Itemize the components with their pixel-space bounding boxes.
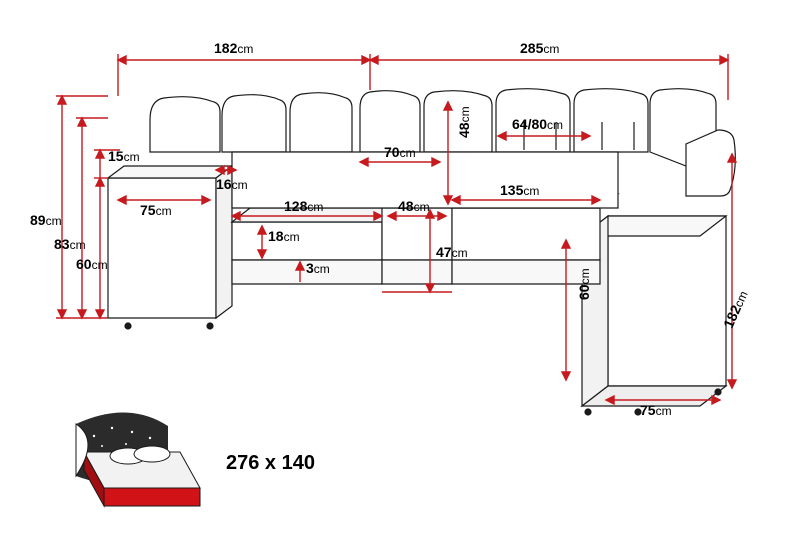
- dim-height-60: 60cm: [76, 256, 108, 272]
- dim-47: 47cm: [436, 244, 468, 260]
- sofa-bed-icon: [76, 412, 200, 506]
- dim-70: 70cm: [384, 144, 416, 160]
- dim-top-left: 182cm: [214, 40, 253, 56]
- sofa-dimension-diagram: [0, 0, 800, 533]
- bed-size-label: 276 x 140: [226, 452, 315, 475]
- dim-135: 135cm: [500, 182, 539, 198]
- dim-height-83: 83cm: [54, 236, 86, 252]
- dim-75-left: 75cm: [140, 202, 172, 218]
- dim-3: 3cm: [306, 260, 330, 276]
- dim-60-right: 60cm: [576, 268, 592, 300]
- dim-75-right: 75cm: [640, 402, 672, 418]
- dim-16: 16cm: [216, 176, 248, 192]
- dim-height-89: 89cm: [30, 212, 62, 228]
- dim-18: 18cm: [268, 228, 300, 244]
- dim-top-right: 285cm: [520, 40, 559, 56]
- dim-6480: 64/80cm: [512, 116, 563, 132]
- dim-128: 128cm: [284, 198, 323, 214]
- dim-48-gap: 48cm: [398, 198, 430, 214]
- dim-15: 15cm: [108, 148, 140, 164]
- dim-48-cush: 48cm: [456, 106, 472, 138]
